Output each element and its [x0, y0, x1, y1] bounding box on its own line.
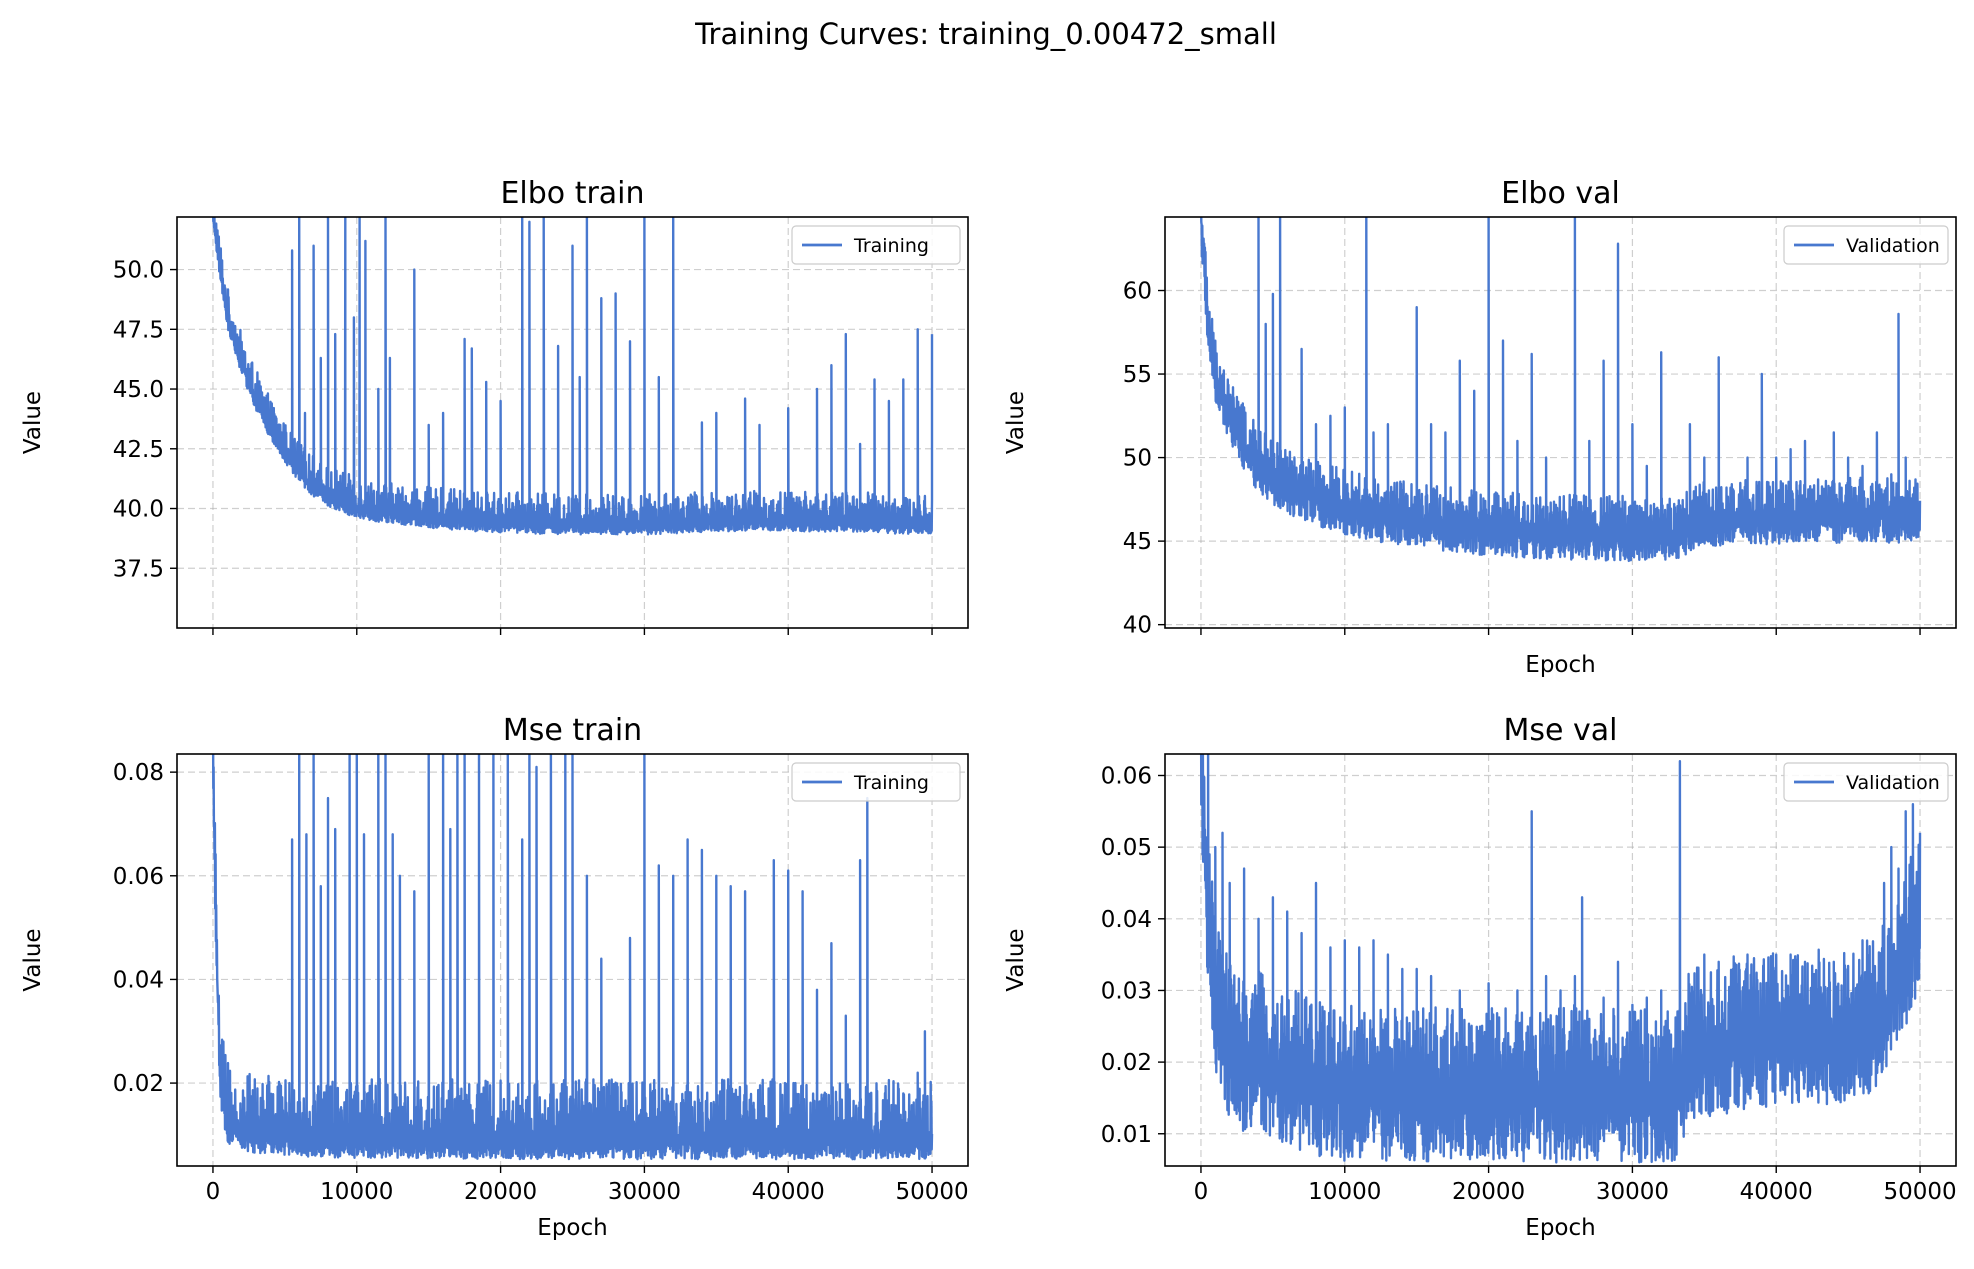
x-tick-label: 0: [206, 1179, 221, 1205]
subplot-title: Mse train: [503, 713, 642, 748]
legend-label: Training: [853, 235, 929, 257]
axes-frame: [176, 753, 969, 1167]
subplot-title: Elbo train: [500, 176, 644, 211]
legend: Training: [791, 762, 961, 802]
series-line-training: [212, 217, 934, 536]
legend-box: [791, 762, 961, 802]
y-axis-label: Value: [20, 391, 46, 454]
y-tick-label: 55: [1123, 362, 1152, 388]
subplot-1: 37.5 40.0 42.5 45.0 47.5 50.0 Elbo train Value T…: [20, 176, 969, 635]
y-tick-label: 0.06: [113, 864, 164, 890]
x-tick-label: 40000: [752, 1179, 825, 1205]
y-tick-label: 50: [1123, 446, 1152, 472]
figure-suptitle: Training Curves: training_0.00472_small: [694, 17, 1277, 51]
y-tick-label: 45: [1123, 529, 1152, 555]
y-tick-label: 40: [1123, 613, 1152, 639]
y-tick-label: 47.5: [113, 317, 164, 343]
subplot-2: 40 45 50 55 60 Elbo val Epoch Value Validation: [1003, 176, 1957, 678]
legend: Training: [791, 225, 961, 265]
subplot-4: 0 10000 20000 30000 40000 50000 0.01 0.02 0.03 0.…: [1003, 713, 1957, 1241]
y-tick-label: 0.03: [1101, 978, 1152, 1004]
x-tick-label: 10000: [1308, 1179, 1381, 1205]
axes-frame: [1164, 753, 1957, 1167]
x-tick-label: 10000: [320, 1179, 393, 1205]
x-tick-label: 20000: [1452, 1179, 1525, 1205]
legend-label: Validation: [1846, 235, 1940, 257]
axes-frame: [1164, 216, 1957, 629]
x-tick-label: 0: [1194, 1179, 1209, 1205]
x-axis-label: Epoch: [1525, 1215, 1595, 1241]
legend-label: Training: [853, 772, 929, 794]
x-tick-label: 40000: [1740, 1179, 1813, 1205]
y-tick-label: 0.01: [1101, 1122, 1152, 1148]
legend-box: [1783, 225, 1949, 265]
x-tick-label: 30000: [608, 1179, 681, 1205]
subplot-title: Elbo val: [1501, 176, 1620, 211]
legend: Validation: [1783, 225, 1949, 265]
x-axis-label: Epoch: [1525, 652, 1595, 678]
y-axis-label: Value: [1003, 928, 1029, 991]
y-axis-label: Value: [20, 928, 46, 991]
x-tick-label: 30000: [1596, 1179, 1669, 1205]
subplot-3: 0 10000 20000 30000 40000 50000 0.02 0.04 0.06 0.…: [20, 713, 969, 1241]
x-tick-label: 50000: [895, 1179, 968, 1205]
axes-frame: [176, 216, 969, 629]
x-axis-label: Epoch: [537, 1215, 607, 1241]
legend-box: [791, 225, 961, 265]
y-tick-label: 0.04: [113, 967, 164, 993]
y-tick-label: 0.02: [113, 1071, 164, 1097]
series-line-training: [211, 754, 934, 1161]
x-tick-label: 20000: [464, 1179, 537, 1205]
y-tick-label: 0.05: [1101, 835, 1152, 861]
series-line-validation: [1199, 754, 1922, 1164]
y-tick-label: 37.5: [113, 556, 164, 582]
legend-box: [1783, 762, 1949, 802]
y-tick-label: 0.08: [113, 760, 164, 786]
y-tick-label: 45.0: [113, 377, 164, 403]
x-tick-label: 50000: [1883, 1179, 1956, 1205]
series-line-validation: [1200, 217, 1922, 563]
y-tick-label: 0.04: [1101, 907, 1152, 933]
y-tick-label: 0.06: [1101, 763, 1152, 789]
y-tick-label: 42.5: [113, 437, 164, 463]
y-axis-label: Value: [1003, 391, 1029, 454]
legend: Validation: [1783, 762, 1949, 802]
subplot-title: Mse val: [1504, 713, 1618, 748]
legend-label: Validation: [1846, 772, 1940, 794]
y-tick-label: 50.0: [113, 258, 164, 284]
y-tick-label: 0.02: [1101, 1050, 1152, 1076]
y-tick-label: 60: [1123, 279, 1152, 305]
y-tick-label: 40.0: [113, 497, 164, 523]
